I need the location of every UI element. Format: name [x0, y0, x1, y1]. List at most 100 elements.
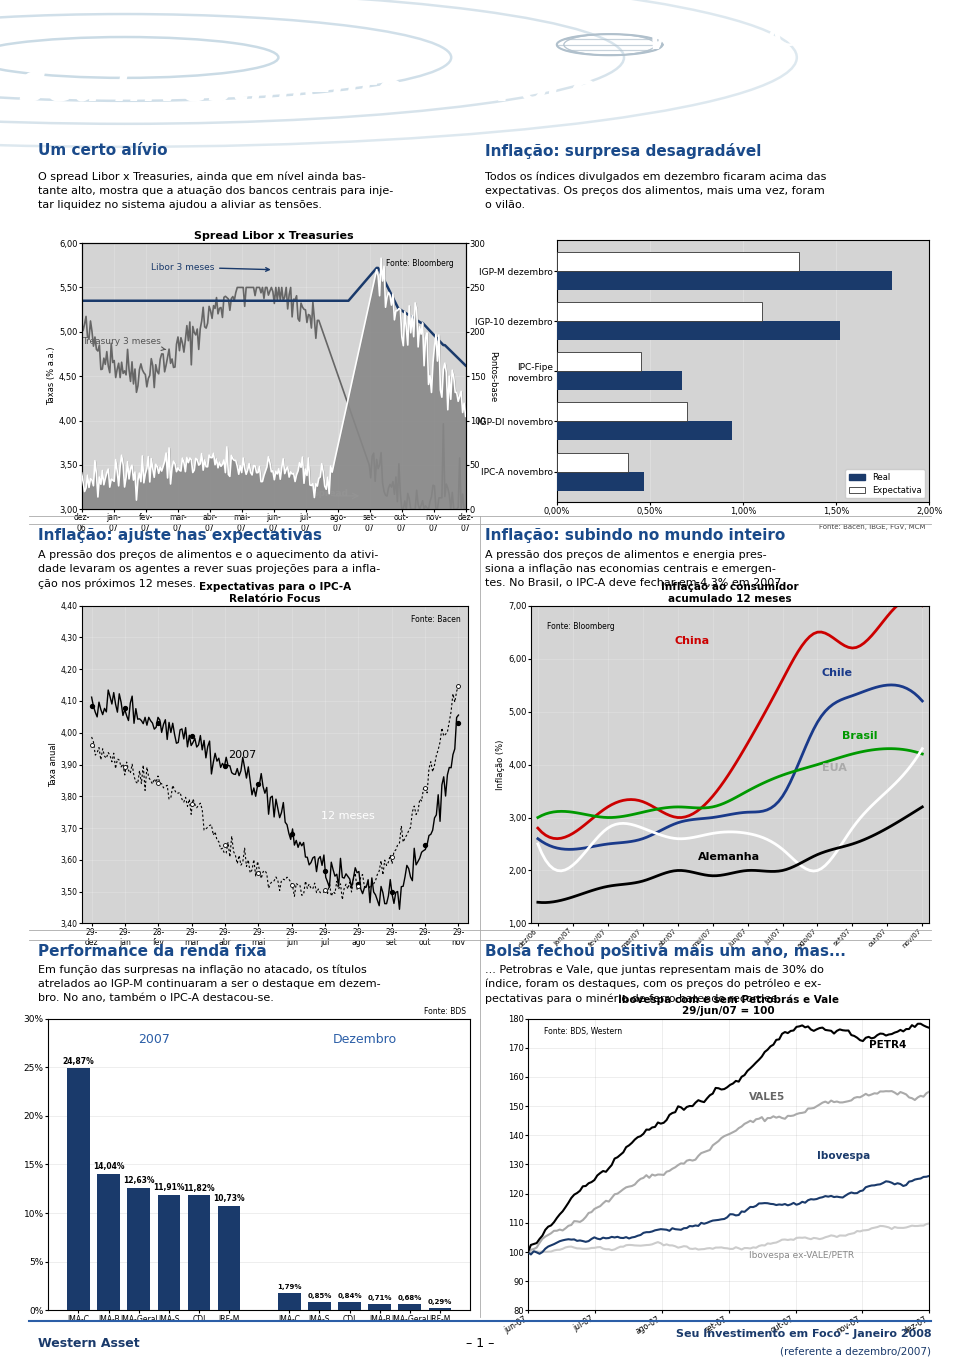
Text: Ibovespa ex-VALE/PETR: Ibovespa ex-VALE/PETR — [749, 1251, 853, 1260]
Text: 12,63%: 12,63% — [123, 1176, 155, 1184]
Text: Fonte: Bacen, IBGE, FGV, MCM: Fonte: Bacen, IBGE, FGV, MCM — [819, 524, 925, 530]
Bar — [557, 372, 682, 391]
Text: 11,91%: 11,91% — [153, 1183, 184, 1191]
Text: 2007: 2007 — [138, 1033, 170, 1046]
Y-axis label: Pontos-base: Pontos-base — [489, 350, 497, 402]
Bar — [308, 1302, 331, 1310]
Text: Um certo alívio: Um certo alívio — [38, 143, 168, 158]
Bar — [67, 1069, 90, 1310]
Text: PETR4: PETR4 — [869, 1040, 906, 1050]
Point — [251, 862, 266, 884]
Title: Spread Libor x Treasuries: Spread Libor x Treasuries — [194, 231, 353, 240]
Point — [384, 846, 399, 868]
Text: Fonte: BDS: Fonte: BDS — [424, 1006, 467, 1016]
Text: Em função das surpresas na inflação no atacado, os títulos
atrelados ao IGP-M co: Em função das surpresas na inflação no a… — [38, 964, 381, 1004]
Bar — [218, 1206, 240, 1310]
Text: 0,84%: 0,84% — [337, 1293, 362, 1300]
Point — [318, 880, 333, 902]
Bar — [278, 1293, 300, 1310]
Text: Performance da renda fixa: Performance da renda fixa — [38, 944, 267, 959]
Text: Brasil: Brasil — [842, 731, 877, 741]
Text: Seu Investimento em Foco - Janeiro 2008: Seu Investimento em Foco - Janeiro 2008 — [676, 1328, 931, 1339]
Point — [184, 793, 200, 815]
Text: O spread Libor x Treasuries, ainda que em nível ainda bas-
tante alto, mostra qu: O spread Libor x Treasuries, ainda que e… — [38, 172, 394, 210]
Bar — [428, 1308, 451, 1310]
Text: Chile: Chile — [822, 668, 852, 678]
Bar — [557, 452, 628, 471]
Text: Fonte: Bloomberg: Fonte: Bloomberg — [547, 622, 614, 630]
Text: 0,85%: 0,85% — [307, 1293, 331, 1300]
Text: Inflação: subindo no mundo inteiro: Inflação: subindo no mundo inteiro — [485, 528, 785, 543]
Point — [217, 835, 232, 857]
Point — [151, 773, 166, 794]
Point — [318, 860, 333, 881]
Text: (referente a dezembro/2007): (referente a dezembro/2007) — [780, 1347, 931, 1357]
Text: Western Asset: Western Asset — [38, 1338, 140, 1350]
Text: 11,82%: 11,82% — [183, 1184, 215, 1192]
Bar — [557, 421, 732, 440]
Bar — [557, 253, 799, 272]
Text: A pressão dos preços de alimentos e energia pres-
siona a inflação nas economias: A pressão dos preços de alimentos e ener… — [485, 550, 784, 588]
Bar — [369, 1304, 391, 1310]
Bar — [557, 303, 761, 322]
Text: Todos os índices divulgados em dezembro ficaram acima das
expectativas. Os preço: Todos os índices divulgados em dezembro … — [485, 172, 827, 210]
Text: China: China — [674, 636, 709, 646]
Text: Dezembro: Dezembro — [332, 1033, 396, 1046]
Y-axis label: Taxa anual: Taxa anual — [49, 741, 58, 788]
Text: Inflação: ajuste nas expectativas: Inflação: ajuste nas expectativas — [38, 528, 323, 543]
Text: A: A — [763, 27, 784, 54]
Point — [451, 712, 467, 733]
Text: Bolsa fechou positiva mais um ano, mas...: Bolsa fechou positiva mais um ano, mas..… — [485, 944, 846, 959]
Legend: Real, Expectativa: Real, Expectativa — [846, 470, 925, 498]
Text: 0,68%: 0,68% — [397, 1296, 422, 1301]
Point — [184, 725, 200, 747]
Point — [384, 881, 399, 903]
Bar — [557, 402, 687, 421]
Text: – 1 –: – 1 – — [466, 1338, 494, 1350]
Text: 14,04%: 14,04% — [93, 1162, 125, 1171]
Point — [418, 778, 433, 800]
Text: VALE5: VALE5 — [749, 1092, 785, 1103]
Text: Treasury 3 meses: Treasury 3 meses — [82, 337, 166, 350]
Y-axis label: Inflação (%): Inflação (%) — [496, 739, 505, 790]
Text: SSET: SSET — [782, 31, 836, 50]
Bar — [128, 1187, 150, 1310]
Bar — [157, 1195, 180, 1310]
Text: Fonte: Bacen: Fonte: Bacen — [411, 615, 461, 625]
Point — [84, 735, 99, 756]
Point — [251, 773, 266, 794]
Text: ESTERN: ESTERN — [667, 31, 759, 50]
Text: Fonte: Bloomberg: Fonte: Bloomberg — [386, 259, 454, 268]
Point — [350, 876, 366, 898]
Title: Ibovespa com e sem Petrobrás e Vale
29/jun/07 = 100: Ibovespa com e sem Petrobrás e Vale 29/j… — [618, 994, 839, 1016]
Text: Ibovespa: Ibovespa — [817, 1150, 870, 1161]
Text: 2007: 2007 — [228, 750, 257, 760]
Text: 0,29%: 0,29% — [428, 1298, 452, 1305]
Text: Janeiro 2008: Janeiro 2008 — [841, 115, 949, 132]
Text: ... Petrobras e Vale, que juntas representam mais de 30% do
índice, foram os des: ... Petrobras e Vale, que juntas represe… — [485, 964, 824, 1004]
Point — [350, 873, 366, 895]
Bar — [557, 471, 644, 490]
Point — [151, 713, 166, 735]
Text: Spread: Spread — [312, 489, 348, 498]
Point — [284, 823, 300, 845]
Text: 12 meses: 12 meses — [322, 811, 375, 820]
Text: Seu Investimento em Foco: Seu Investimento em Foco — [19, 71, 597, 109]
Point — [451, 675, 467, 697]
Bar — [557, 322, 840, 341]
Point — [217, 755, 232, 777]
Text: Fonte: BDS, Western: Fonte: BDS, Western — [544, 1027, 622, 1036]
Y-axis label: Taxas (% a.a.): Taxas (% a.a.) — [47, 346, 56, 406]
Text: Alemanha: Alemanha — [698, 851, 760, 862]
Bar — [338, 1302, 361, 1310]
Text: Inflação: surpresa desagradável: Inflação: surpresa desagradável — [485, 143, 761, 159]
Point — [418, 835, 433, 857]
Title: Inflação ao consumidor
acumulado 12 meses: Inflação ao consumidor acumulado 12 mese… — [661, 581, 799, 603]
Text: 24,87%: 24,87% — [62, 1057, 94, 1066]
Text: 0,71%: 0,71% — [368, 1294, 392, 1301]
Text: Libor 3 meses: Libor 3 meses — [151, 262, 269, 272]
Bar — [187, 1195, 210, 1310]
Bar — [398, 1304, 421, 1310]
Text: EUA: EUA — [822, 763, 847, 773]
Bar — [97, 1173, 120, 1310]
